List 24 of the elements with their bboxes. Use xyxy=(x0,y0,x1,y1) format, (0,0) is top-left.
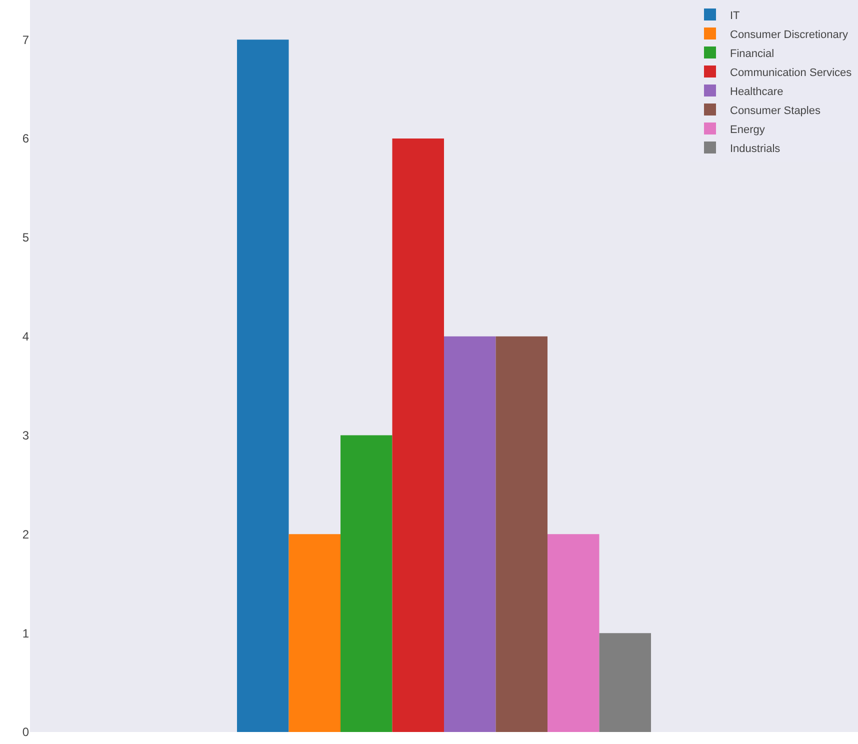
legend-label: Financial xyxy=(730,48,774,60)
y-tick-label: 6 xyxy=(22,132,30,146)
y-tick-label: 0 xyxy=(22,725,30,740)
bar xyxy=(548,534,600,732)
y-tick-label: 1 xyxy=(22,626,30,640)
y-tick-label: 7 xyxy=(22,32,30,47)
bar xyxy=(237,40,289,732)
legend-label: Industrials xyxy=(730,142,781,155)
bar xyxy=(444,336,496,732)
y-tick-label: 3 xyxy=(22,428,30,442)
legend-label: Consumer Discretionary xyxy=(730,28,848,41)
legend-label: Consumer Staples xyxy=(730,104,821,117)
y-tick-label: 2 xyxy=(22,527,30,542)
bar xyxy=(599,633,651,732)
y-tick-label: 5 xyxy=(22,230,30,245)
legend-label: Healthcare xyxy=(730,86,784,98)
bar xyxy=(340,435,392,732)
bar xyxy=(392,138,444,732)
bar xyxy=(496,336,548,732)
legend-label: Communication Services xyxy=(730,66,852,79)
y-tick-label: 4 xyxy=(22,330,30,344)
legend-label: Energy xyxy=(730,124,766,136)
legend-label: IT xyxy=(730,10,740,22)
bar xyxy=(288,534,340,732)
